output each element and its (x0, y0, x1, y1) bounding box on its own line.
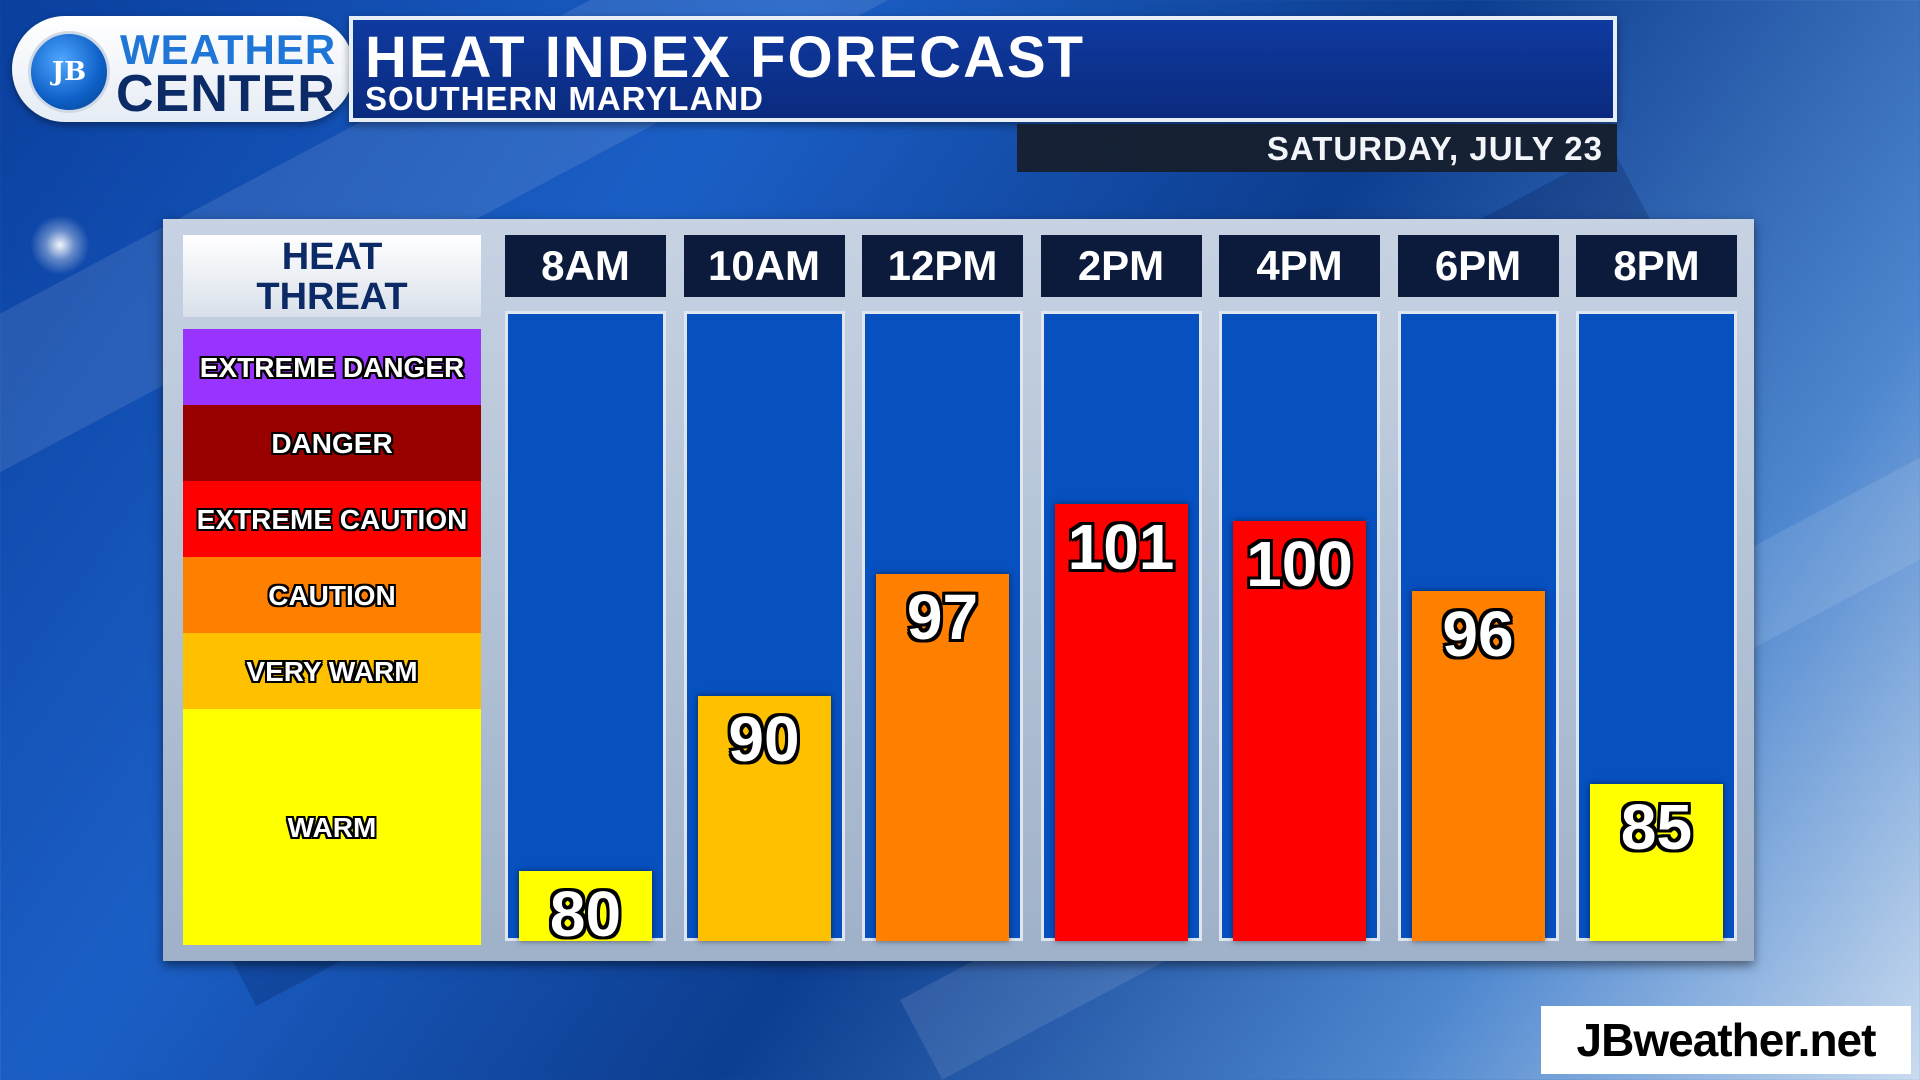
legend-band: CAUTION (183, 557, 481, 633)
time-label: 8AM (505, 235, 666, 297)
sun-glare-icon (30, 215, 90, 275)
heat-index-bar (1054, 503, 1188, 941)
bar-value-label: 101 (1067, 510, 1175, 583)
chart-title: HEAT INDEX FORECAST (365, 25, 1086, 90)
bar-value-label: 100 (1246, 528, 1353, 600)
weather-center-logo: JB WEATHER CENTER (12, 16, 354, 123)
heat-index-bar (876, 573, 1009, 941)
heat-index-bar (1411, 591, 1545, 941)
heat-index-bar (519, 871, 652, 941)
bar-column-background (505, 311, 666, 941)
heat-index-bar (697, 696, 831, 941)
time-label: 6PM (1397, 235, 1559, 297)
bar-value-label: 96 (1442, 598, 1514, 670)
jbweather-watermark: JBweather.net (1541, 1006, 1911, 1074)
bar-value-label: 90 (728, 703, 800, 775)
time-label: 8PM (1576, 235, 1737, 297)
bar-value-label: 97 (906, 580, 979, 653)
bar-value-label: 85 (1620, 790, 1693, 863)
title-banner: HEAT INDEX FORECAST SOUTHERN MARYLAND (349, 16, 1617, 122)
chart-subtitle: SOUTHERN MARYLAND (365, 80, 764, 117)
logo-line2: CENTER (116, 65, 336, 123)
bar-value-label: 80 (549, 878, 622, 950)
jb-logo-icon: JB (28, 31, 110, 113)
time-label: 2PM (1040, 235, 1202, 297)
legend-band: EXTREME DANGER (183, 329, 481, 405)
legend-band: VERY WARM (183, 633, 481, 709)
logo-line1: WEATHER (120, 26, 337, 73)
time-label: 10AM (683, 235, 845, 297)
legend-band: WARM (183, 709, 481, 945)
legend-band: EXTREME CAUTION (183, 481, 481, 557)
heat-index-bar (1233, 521, 1366, 941)
chart-panel: HEAT THREAT EXTREME DANGER DANGER EXTREME … (163, 219, 1754, 961)
legend-title: HEAT THREAT (183, 235, 481, 317)
legend-band: DANGER (183, 405, 481, 481)
date-banner: SATURDAY, JULY 23 (1017, 124, 1617, 172)
time-label: 4PM (1219, 235, 1380, 297)
heat-index-bar (1590, 783, 1723, 941)
forecast-date: SATURDAY, JULY 23 (1266, 130, 1603, 167)
legend-title-text: HEAT THREAT (256, 236, 408, 318)
time-label: 12PM (862, 235, 1023, 297)
